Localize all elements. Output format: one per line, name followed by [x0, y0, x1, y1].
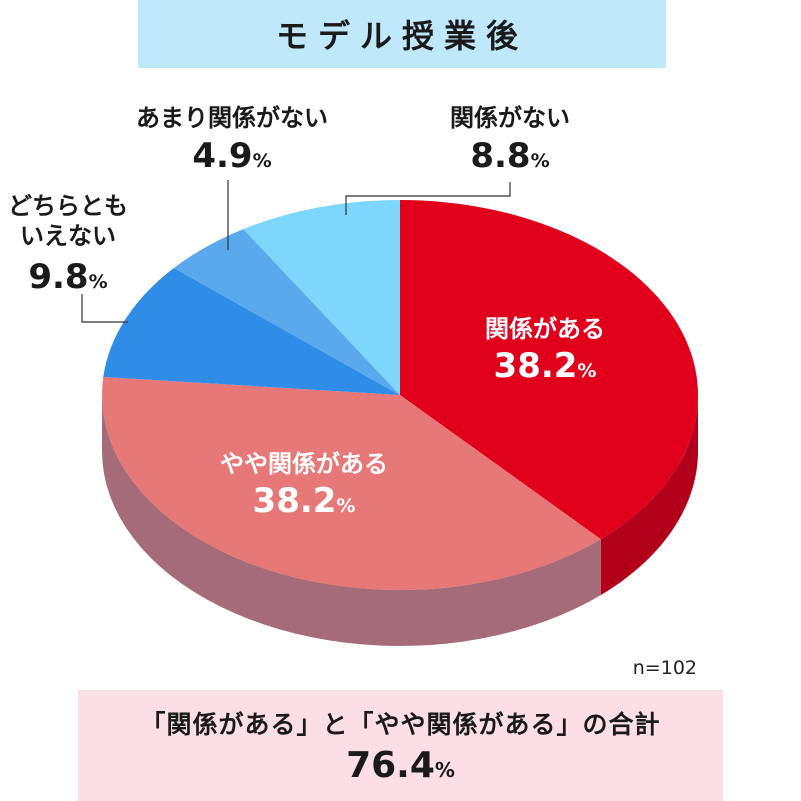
page-title: モデル授業後	[275, 17, 528, 55]
summary-box: 「関係がある」と「やや関係がある」の合計 76.4%	[78, 690, 723, 801]
title-banner: モデル授業後	[138, 0, 666, 68]
slice-label-0: 関係がある	[485, 315, 605, 343]
pie-slice-1	[101, 376, 601, 590]
slice-label-2-line-1: いえない	[20, 222, 116, 250]
pie-sides	[102, 395, 698, 646]
leader-line-4	[345, 182, 511, 215]
pie-side-0	[600, 395, 698, 596]
pie-slice-4	[243, 200, 400, 395]
pie-side-1	[102, 395, 601, 646]
leader-line-2	[81, 294, 128, 323]
slice-value-1: 38.2%	[253, 481, 356, 521]
slice-value-0: 38.2%	[494, 346, 597, 386]
summary-value: 76.4%	[346, 745, 455, 786]
summary-label: 「関係がある」と「やや関係がある」の合計	[140, 710, 661, 739]
slice-value-2: 9.8%	[28, 257, 107, 297]
pie-slice-3	[173, 229, 400, 395]
slice-value-3: 4.9%	[192, 136, 271, 176]
summary-number: 76.4	[346, 745, 435, 786]
pie-slices	[101, 200, 698, 590]
summary-unit: %	[434, 758, 455, 782]
slice-label-4: 関係がない	[450, 104, 570, 132]
sample-size: n=102	[632, 657, 697, 679]
pie-slice-0	[400, 200, 698, 540]
slice-value-4: 8.8%	[470, 136, 549, 176]
leader-lines	[81, 180, 511, 323]
slice-label-3: あまり関係がない	[136, 104, 328, 132]
slice-label-1: やや関係がある	[220, 450, 388, 478]
pie-slice-2	[103, 268, 400, 395]
slice-label-2-line-0: どちらとも	[8, 192, 128, 220]
